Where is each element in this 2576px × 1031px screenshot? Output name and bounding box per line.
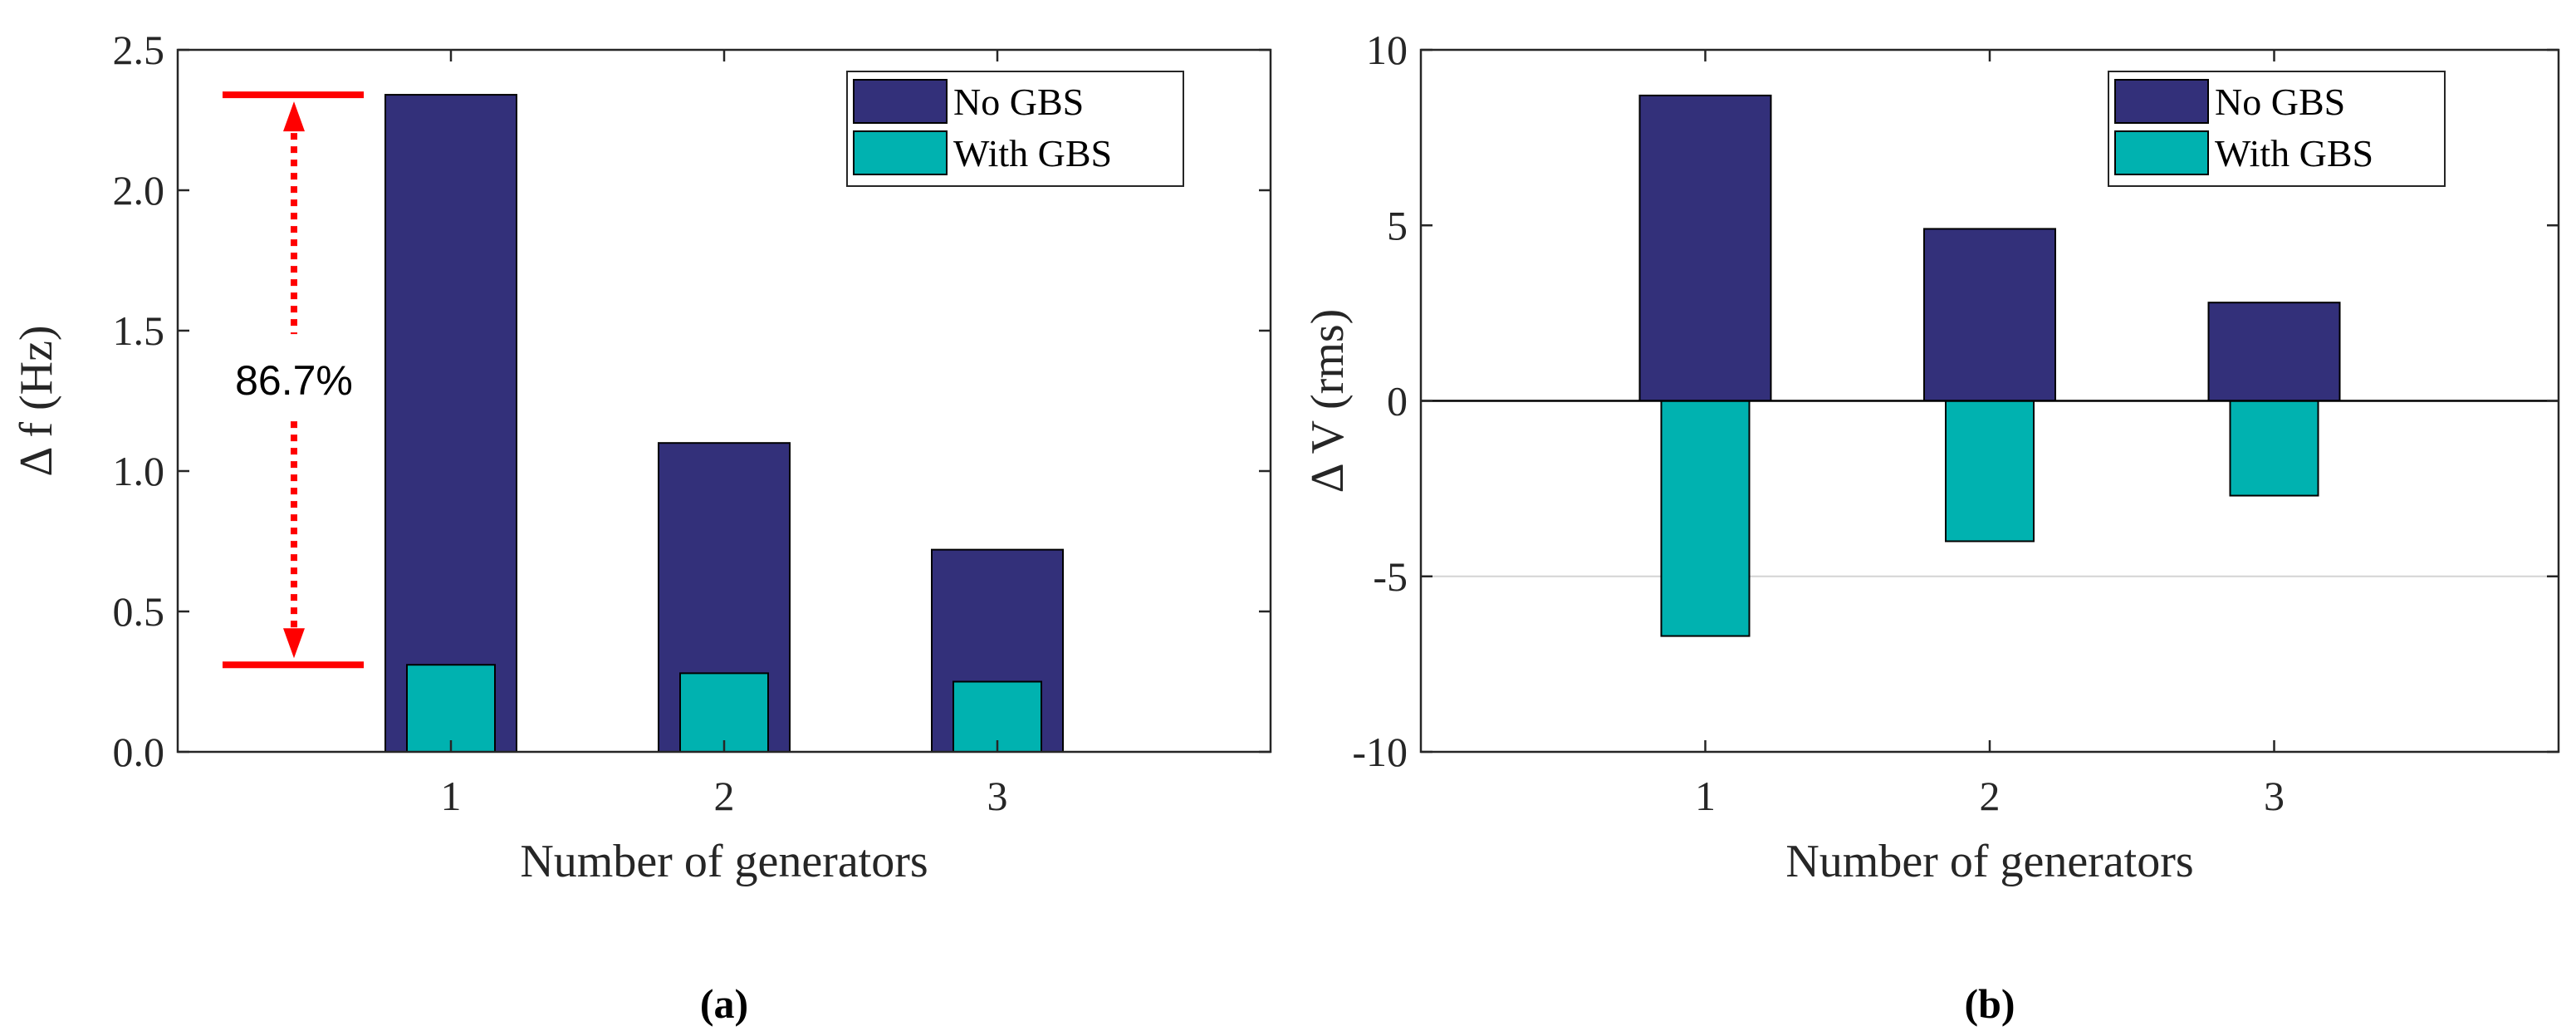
y-tick-label: 0.5 — [113, 588, 165, 635]
chart-b-svg: -10 -5 0 5 10 1 2 3 Number of generators Δ V (rms… — [1302, 27, 2560, 1027]
legend-entry-0: No GBS — [2215, 81, 2345, 123]
legend-swatch-0 — [853, 79, 948, 124]
y-tick-label: 10 — [1366, 27, 1408, 73]
panel-label: (b) — [1964, 980, 2015, 1027]
x-axis-title: Number of generators — [520, 836, 928, 887]
x-axis-title: Number of generators — [1785, 836, 2193, 887]
y-tick-label: 2.0 — [113, 167, 165, 214]
bar-with-gbs-1 — [1660, 400, 1751, 637]
y-tick-label: 5 — [1387, 202, 1408, 248]
y-tick-label: 0.0 — [113, 729, 165, 775]
legend-entry-1: With GBS — [2215, 132, 2373, 174]
chart-panel-a: 0.0 0.5 1.0 1.5 2.0 2.5 1 2 3 Number of generator… — [11, 27, 1272, 1027]
bar-with-gbs-3 — [953, 680, 1042, 753]
y-tick-label: -5 — [1373, 553, 1408, 600]
y-tick-label: 0 — [1387, 378, 1408, 425]
legend-swatch-0 — [2114, 79, 2209, 124]
y-axis-title: Δ V (rms) — [1302, 309, 1354, 493]
annotation-arrowhead-up — [283, 101, 305, 132]
bar-no-gbs-1 — [1638, 94, 1772, 402]
chart-a-svg: 0.0 0.5 1.0 1.5 2.0 2.5 1 2 3 Number of generator… — [11, 27, 1272, 1027]
bar-no-gbs-3 — [2207, 302, 2341, 402]
y-tick-label: 1.5 — [113, 307, 165, 354]
x-tick-label: 1 — [441, 773, 462, 819]
annotation-label: 86.7% — [235, 357, 353, 404]
x-tick-label: 1 — [1695, 773, 1716, 819]
legend-swatch-1 — [2114, 130, 2209, 175]
x-tick-label: 2 — [714, 773, 735, 819]
chart-panel-b: -10 -5 0 5 10 1 2 3 Number of generators Δ V (rms… — [1288, 0, 2576, 1031]
annotation-arrowhead-down — [283, 628, 305, 659]
bar-no-gbs-2 — [1923, 228, 2056, 402]
bar-with-gbs-2 — [679, 672, 769, 753]
y-tick-label: 1.0 — [113, 448, 165, 494]
legend-swatch-1 — [853, 130, 948, 175]
y-tick-label: -10 — [1352, 729, 1408, 775]
y-axis-title: Δ f (Hz) — [11, 325, 62, 476]
bar-with-gbs-2 — [1945, 400, 2035, 543]
bar-with-gbs-1 — [406, 664, 496, 753]
legend-entry-1: With GBS — [953, 132, 1112, 174]
bar-no-gbs-1 — [384, 94, 517, 753]
y-tick-label: 2.5 — [113, 27, 165, 73]
panel-label: (a) — [700, 980, 748, 1027]
x-tick-label: 2 — [1980, 773, 2001, 819]
bar-with-gbs-3 — [2229, 400, 2319, 497]
x-tick-label: 3 — [2264, 773, 2285, 819]
x-tick-label: 3 — [987, 773, 1008, 819]
legend-entry-0: No GBS — [953, 81, 1084, 123]
